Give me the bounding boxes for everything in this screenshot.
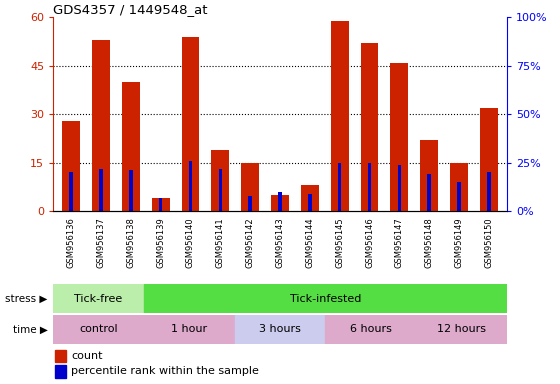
Bar bbox=[152, 198, 170, 211]
Bar bbox=[235, 315, 325, 344]
Text: GDS4357 / 1449548_at: GDS4357 / 1449548_at bbox=[53, 3, 208, 16]
Bar bbox=[144, 284, 507, 313]
Bar bbox=[331, 20, 349, 211]
Bar bbox=[420, 140, 438, 211]
Bar bbox=[55, 365, 66, 377]
Bar bbox=[92, 40, 110, 211]
Text: percentile rank within the sample: percentile rank within the sample bbox=[71, 366, 259, 376]
Text: 6 hours: 6 hours bbox=[350, 324, 391, 334]
Text: GSM956142: GSM956142 bbox=[246, 217, 255, 268]
Bar bbox=[55, 350, 66, 362]
Bar bbox=[218, 169, 222, 211]
Bar bbox=[390, 63, 408, 211]
Bar bbox=[53, 284, 144, 313]
Bar bbox=[301, 185, 319, 211]
Text: GSM956149: GSM956149 bbox=[455, 217, 464, 268]
Bar bbox=[487, 172, 491, 211]
Bar bbox=[271, 195, 289, 211]
Text: GSM956145: GSM956145 bbox=[335, 217, 344, 268]
Bar bbox=[480, 108, 498, 211]
Bar bbox=[361, 43, 379, 211]
Text: GSM956147: GSM956147 bbox=[395, 217, 404, 268]
Bar bbox=[427, 174, 431, 211]
Bar bbox=[69, 172, 73, 211]
Bar bbox=[398, 165, 401, 211]
Bar bbox=[368, 163, 371, 211]
Text: time ▶: time ▶ bbox=[13, 324, 48, 334]
Bar bbox=[62, 121, 80, 211]
Text: GSM956144: GSM956144 bbox=[305, 217, 314, 268]
Text: control: control bbox=[80, 324, 118, 334]
Bar bbox=[144, 315, 235, 344]
Text: GSM956137: GSM956137 bbox=[96, 217, 105, 268]
Text: GSM956138: GSM956138 bbox=[127, 217, 136, 268]
Bar bbox=[278, 192, 282, 211]
Bar bbox=[450, 163, 468, 211]
Text: stress ▶: stress ▶ bbox=[5, 293, 48, 304]
Bar bbox=[211, 150, 229, 211]
Text: GSM956141: GSM956141 bbox=[216, 217, 225, 268]
Bar bbox=[159, 198, 162, 211]
Text: Tick-free: Tick-free bbox=[74, 293, 123, 304]
Text: GSM956136: GSM956136 bbox=[67, 217, 76, 268]
Bar bbox=[308, 194, 311, 211]
Bar bbox=[99, 169, 102, 211]
Bar bbox=[129, 170, 133, 211]
Text: Tick-infested: Tick-infested bbox=[290, 293, 361, 304]
Text: GSM956143: GSM956143 bbox=[276, 217, 284, 268]
Bar bbox=[338, 163, 342, 211]
Bar bbox=[181, 36, 199, 211]
Text: 3 hours: 3 hours bbox=[259, 324, 301, 334]
Text: count: count bbox=[71, 351, 102, 361]
Bar bbox=[249, 196, 252, 211]
Bar bbox=[241, 163, 259, 211]
Bar bbox=[122, 82, 140, 211]
Text: 1 hour: 1 hour bbox=[171, 324, 207, 334]
Text: GSM956150: GSM956150 bbox=[484, 217, 493, 268]
Text: GSM956146: GSM956146 bbox=[365, 217, 374, 268]
Bar bbox=[416, 315, 507, 344]
Text: GSM956148: GSM956148 bbox=[424, 217, 433, 268]
Bar bbox=[189, 161, 192, 211]
Bar bbox=[325, 315, 416, 344]
Text: GSM956139: GSM956139 bbox=[156, 217, 165, 268]
Bar bbox=[458, 182, 461, 211]
Text: GSM956140: GSM956140 bbox=[186, 217, 195, 268]
Text: 12 hours: 12 hours bbox=[437, 324, 486, 334]
Bar bbox=[53, 315, 144, 344]
